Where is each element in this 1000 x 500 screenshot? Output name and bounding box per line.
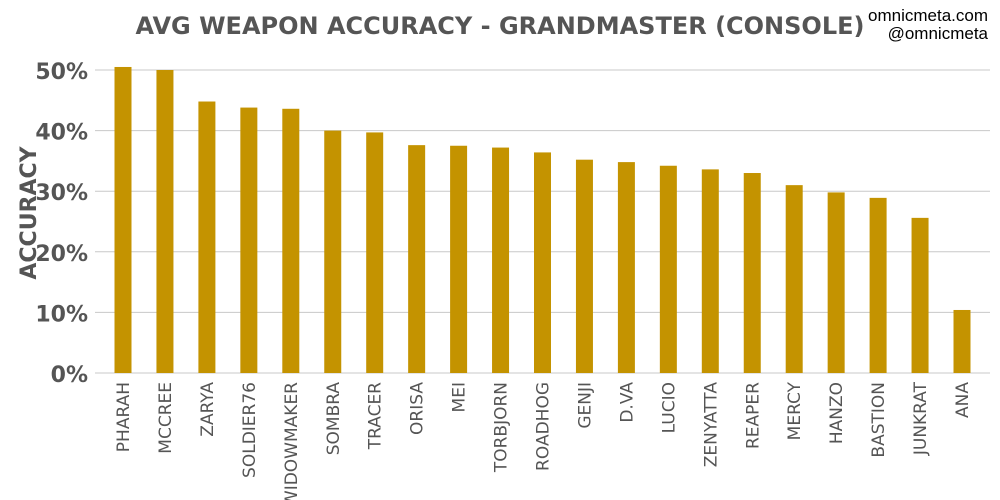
x-tick-label: SOMBRA bbox=[324, 382, 344, 456]
y-axis-label: ACCURACY bbox=[17, 145, 42, 279]
x-tick-label: WIDOWMAKER bbox=[282, 382, 302, 500]
bar-lucio bbox=[659, 165, 677, 373]
x-tick-label: MERCY bbox=[785, 381, 805, 440]
x-tick-label: ANA bbox=[953, 382, 973, 418]
bar-mercy bbox=[785, 185, 803, 373]
bar-reaper bbox=[743, 173, 761, 373]
x-tick-label: LUCIO bbox=[659, 382, 679, 433]
y-axis-ticks: 0% 10% 20% 30% 40% 50% bbox=[35, 60, 88, 388]
bar-hanzo bbox=[827, 192, 845, 373]
bar-bastion bbox=[869, 197, 887, 373]
x-tick-label: ROADHOG bbox=[534, 382, 554, 471]
bar-orisa bbox=[408, 145, 426, 373]
bar-soldier76 bbox=[240, 107, 258, 374]
x-tick-label: ZENYATTA bbox=[701, 382, 721, 468]
bar-roadhog bbox=[534, 152, 551, 373]
bar-genji bbox=[575, 159, 593, 373]
chart-title: AVG WEAPON ACCURACY - GRANDMASTER (CONSO… bbox=[136, 12, 865, 40]
bar-junkrat bbox=[911, 217, 929, 373]
x-tick-label: GENJI bbox=[575, 382, 595, 429]
x-tick-label: D.VA bbox=[617, 382, 637, 423]
bar-mei bbox=[450, 145, 468, 373]
y-tick-label: 50% bbox=[35, 60, 88, 85]
x-tick-label: HANZO bbox=[827, 382, 847, 444]
x-tick-label: TRACER bbox=[366, 382, 386, 450]
y-tick-label: 40% bbox=[35, 121, 88, 146]
x-tick-label: MEI bbox=[450, 382, 470, 412]
x-tick-label: JUNKRAT bbox=[911, 381, 931, 456]
credit-handle: @omnicmeta bbox=[887, 24, 988, 43]
x-tick-label: ZARYA bbox=[198, 382, 218, 437]
bar-tracer bbox=[366, 132, 384, 373]
x-tick-label: TORBJORN bbox=[492, 382, 512, 473]
bar-zenyatta bbox=[701, 169, 719, 373]
bar-sombra bbox=[324, 130, 342, 373]
bar-torbjorn bbox=[492, 147, 510, 373]
y-tick-label: 0% bbox=[51, 363, 88, 388]
bar-mccree bbox=[156, 70, 174, 373]
y-tick-label: 10% bbox=[35, 302, 88, 327]
bar-widowmaker bbox=[282, 108, 300, 373]
x-tick-label: ORISA bbox=[408, 382, 428, 435]
bars bbox=[114, 66, 971, 374]
y-tick-label: 30% bbox=[35, 181, 88, 206]
x-tick-label: REAPER bbox=[743, 382, 763, 449]
x-tick-label: BASTION bbox=[869, 382, 889, 458]
bar-ana bbox=[953, 309, 971, 373]
x-tick-label: PHARAH bbox=[114, 382, 134, 452]
x-tick-label: MCCREE bbox=[156, 382, 176, 454]
bar-d-va bbox=[617, 162, 635, 373]
credit-site: omnicmeta.com bbox=[868, 6, 988, 25]
bar-zarya bbox=[198, 101, 216, 374]
bar-pharah bbox=[114, 66, 132, 373]
x-axis-categories: PHARAH MCCREE ZARYA SOLDIER76 WIDOWMAKER SOMB… bbox=[114, 381, 973, 500]
y-tick-label: 20% bbox=[35, 242, 88, 267]
x-tick-label: SOLDIER76 bbox=[240, 382, 260, 478]
